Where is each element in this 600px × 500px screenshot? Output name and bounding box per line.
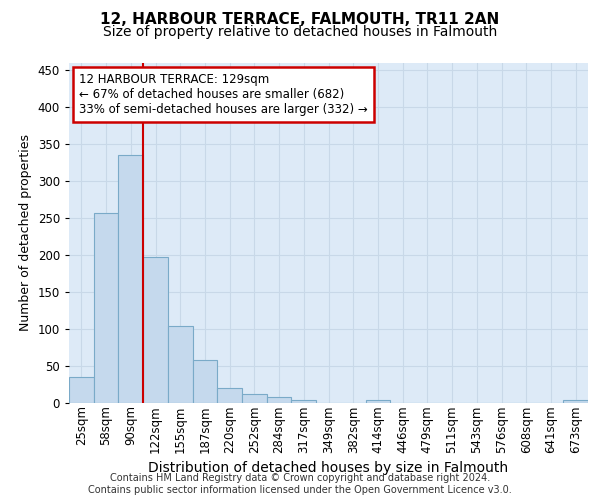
Y-axis label: Number of detached properties: Number of detached properties xyxy=(19,134,32,331)
Bar xyxy=(365,400,390,402)
Text: Contains HM Land Registry data © Crown copyright and database right 2024.
Contai: Contains HM Land Registry data © Crown c… xyxy=(88,474,512,495)
X-axis label: Distribution of detached houses by size in Falmouth: Distribution of detached houses by size … xyxy=(148,461,509,475)
Bar xyxy=(69,376,94,402)
Bar xyxy=(168,326,193,402)
Bar xyxy=(193,360,217,403)
Bar xyxy=(267,398,292,402)
Bar xyxy=(143,257,168,402)
Bar xyxy=(563,400,588,402)
Text: 12 HARBOUR TERRACE: 129sqm
← 67% of detached houses are smaller (682)
33% of sem: 12 HARBOUR TERRACE: 129sqm ← 67% of deta… xyxy=(79,72,368,116)
Bar xyxy=(217,388,242,402)
Bar xyxy=(118,155,143,402)
Bar xyxy=(292,400,316,402)
Text: 12, HARBOUR TERRACE, FALMOUTH, TR11 2AN: 12, HARBOUR TERRACE, FALMOUTH, TR11 2AN xyxy=(100,12,500,28)
Bar xyxy=(242,394,267,402)
Text: Size of property relative to detached houses in Falmouth: Size of property relative to detached ho… xyxy=(103,25,497,39)
Bar xyxy=(94,214,118,402)
